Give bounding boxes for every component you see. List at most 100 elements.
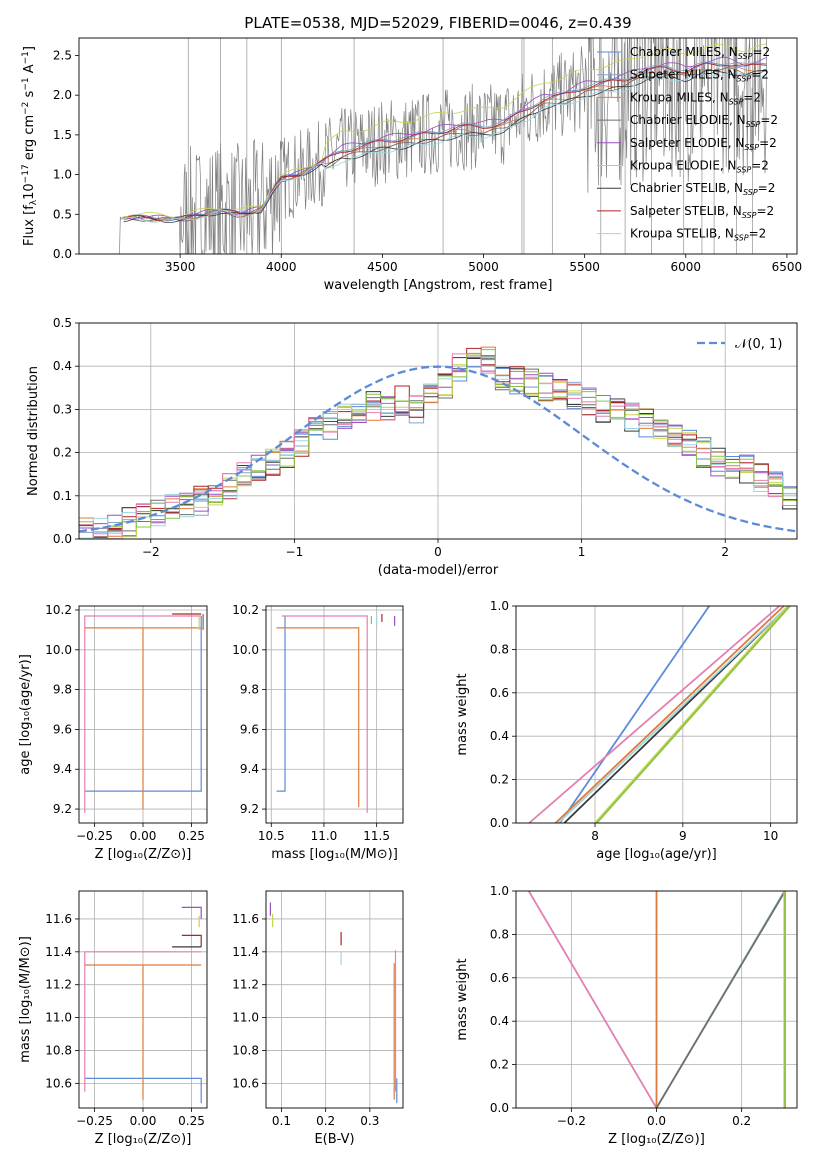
y-tick-label: 0.4	[53, 359, 72, 373]
superscript: −17	[21, 164, 31, 183]
x-tick-label: 4000	[266, 260, 297, 274]
y-tick-label: 9.4	[240, 762, 259, 776]
y-tick-label: 10.2	[45, 603, 72, 617]
axes-frame	[515, 605, 798, 824]
x-tick-label: −0.2	[557, 1114, 586, 1128]
legend-label: Kroupa STELIB, NSSP=2	[630, 227, 766, 243]
axes-cum_age: 8 9 10 0.0 0.2 0.4 0.6 0.8 1.0 age [log₁₀(age/yr)…	[455, 599, 798, 862]
x-tick-label: 1	[578, 545, 586, 559]
y-axis-label: mass weight	[455, 673, 470, 755]
axes-frame	[515, 890, 798, 1109]
legend-label-part: =2	[760, 113, 778, 127]
y-tick-label: 9.8	[240, 683, 259, 697]
y-tick-label: 0.8	[490, 927, 509, 941]
x-axis-label: E(B-V)	[314, 1132, 354, 1147]
y-tick-label: 0.0	[490, 1101, 509, 1115]
axes-age_vs_Z: −0.25 0.00 0.25 9.2 9.4 9.6 9.8 10.0 10.2 Z [log₁…	[18, 603, 208, 862]
figure-title: PLATE=0538, MJD=52029, FIBERID=0046, z=0…	[244, 14, 631, 32]
y-tick-label: 10.8	[45, 1043, 72, 1057]
parameter-line	[276, 627, 360, 808]
y-tick-label: 0.5	[53, 316, 72, 330]
y-axis-label: Flux [fλ10−17 erg cm−2 s−1 A−1]	[21, 46, 39, 246]
y-tick-label: 9.6	[53, 722, 72, 736]
y-tick-label: 10.2	[232, 603, 259, 617]
axes-frame	[265, 890, 404, 1109]
parameter-line	[181, 934, 202, 947]
label-part: 10	[22, 183, 37, 200]
x-axis-label: Z [log₁₀(Z/Z⊙)]	[608, 1132, 705, 1147]
y-tick-label: 0.3	[53, 402, 72, 416]
y-tick-label: 11.0	[232, 1011, 259, 1025]
plot-area	[79, 346, 797, 539]
y-tick-label: 0.6	[490, 686, 509, 700]
y-tick-label: 9.8	[53, 683, 72, 697]
parameter-line	[281, 615, 368, 813]
subscript: λ	[29, 199, 39, 205]
cumulative-line	[557, 606, 789, 823]
legend-label-part: =2	[752, 45, 770, 59]
y-tick-label: 9.6	[240, 722, 259, 736]
parameter-line	[84, 951, 202, 1092]
y-axis-label: Normed distribution	[26, 366, 41, 496]
y-axis-label: mass weight	[455, 958, 470, 1040]
legend-label: Chabrier STELIB, NSSP=2	[630, 181, 775, 197]
parameter-line	[84, 1077, 202, 1104]
subscript: SSP	[738, 52, 753, 61]
legend-label-part: =2	[756, 204, 774, 218]
y-tick-label: 0.8	[490, 642, 509, 656]
grid	[79, 322, 797, 540]
x-tick-label: 0	[434, 545, 442, 559]
cumulative-line	[528, 606, 781, 823]
axes-age_vs_mass: 10.5 11.0 11.5 9.2 9.4 9.6 9.8 10.0 10.2 mass [lo…	[232, 603, 404, 862]
x-tick-label: 5500	[569, 260, 600, 274]
label-part: ]	[22, 46, 37, 51]
plot-area	[528, 606, 791, 823]
y-tick-label: 1.5	[53, 128, 72, 142]
parameter-line	[181, 906, 202, 919]
x-tick-label: 0.2	[316, 1114, 335, 1128]
y-tick-label: 11.4	[232, 945, 259, 959]
y-tick-label: 1.0	[490, 884, 509, 898]
label-part: erg cm	[22, 115, 37, 164]
cumulative-line	[527, 891, 658, 1108]
y-axis-label: mass [log₁₀(M/M⊙)]	[18, 936, 33, 1063]
y-tick-label: 1.0	[53, 168, 72, 182]
x-axis-label: (data-model)/error	[378, 563, 499, 578]
y-tick-label: 11.4	[45, 945, 72, 959]
cumulative-line	[596, 606, 791, 823]
model-spectrum	[123, 62, 767, 222]
axes-mass_vs_Z: −0.25 0.00 0.25 10.6 10.8 11.0 11.2 11.4 11.6 Z […	[18, 890, 208, 1147]
axes-spectrum: 3500 4000 4500 5000 5500 6000 6500 0.0 0.5 1.0 1.5…	[21, 37, 802, 293]
cumulative-line	[554, 606, 785, 823]
legend-label-part: =2	[751, 159, 769, 173]
y-tick-label: 10.0	[232, 643, 259, 657]
y-tick-label: 10.6	[232, 1076, 259, 1090]
subscript: SSP	[743, 188, 758, 197]
subscript: SSP	[729, 97, 744, 106]
x-tick-label: 3500	[165, 260, 196, 274]
x-tick-label: 5000	[468, 260, 499, 274]
subscript: SSP	[734, 234, 749, 243]
y-tick-label: 0.5	[53, 207, 72, 221]
x-tick-label: 9	[679, 829, 687, 843]
legend-label-part: =2	[749, 227, 767, 241]
x-tick-label: 11.5	[363, 829, 390, 843]
legend-label-part: =2	[759, 136, 777, 150]
normal-curve	[79, 365, 797, 533]
y-tick-label: 11.2	[232, 978, 259, 992]
grid	[266, 606, 403, 823]
x-tick-label: 11.0	[311, 829, 338, 843]
x-axis-label: Z [log₁₀(Z/Z⊙)]	[95, 847, 192, 862]
plot-area	[84, 613, 204, 813]
x-tick-label: 10	[763, 829, 778, 843]
x-tick-label: 0.3	[360, 1114, 379, 1128]
legend-label: Salpeter MILES, NSSP=2	[630, 68, 769, 84]
legend-label: 𝒩(0, 1)	[735, 337, 782, 352]
parameter-line	[84, 627, 202, 810]
label-part: s	[22, 90, 37, 101]
x-tick-label: 0.25	[178, 1114, 205, 1128]
model-spectrum	[123, 67, 767, 222]
model-spectrum	[123, 56, 767, 221]
y-tick-label: 11.6	[232, 912, 259, 926]
legend-label: Kroupa MILES, NSSP=2	[630, 90, 761, 106]
